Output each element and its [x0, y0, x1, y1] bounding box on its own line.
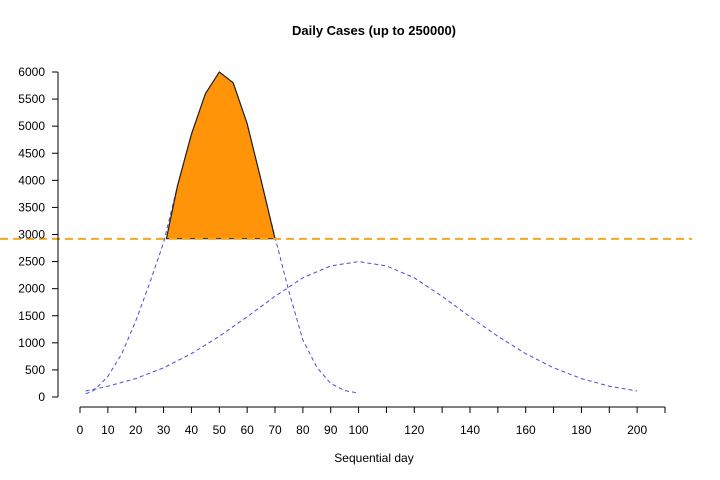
highlight-area: [165, 71, 276, 240]
y-tick-label: 1500: [18, 309, 45, 323]
series-line-1: [85, 71, 359, 395]
y-tick-label: 4000: [18, 173, 45, 187]
y-axis: 0 500 1000 1500 2000 2500 3000 3500 4000 4500 5000…: [18, 65, 59, 404]
x-tick-label: 0: [77, 423, 84, 437]
x-tick-label: 40: [185, 423, 199, 437]
chart-title: Daily Cases (up to 250000): [292, 23, 456, 38]
y-tick-label: 6000: [18, 65, 45, 79]
x-tick-label: 70: [268, 423, 282, 437]
x-tick-label: 80: [296, 423, 310, 437]
y-tick-label: 1000: [18, 336, 45, 350]
x-tick-label: 60: [240, 423, 254, 437]
y-tick-label: 3000: [18, 228, 45, 242]
x-axis: 0 10 20 30 40 50 60 70 80 90 100 120 140 160 180 200: [77, 406, 666, 437]
x-tick-label: 30: [157, 423, 171, 437]
y-tick-label: 5500: [18, 92, 45, 106]
x-tick-label: 140: [460, 423, 480, 437]
y-tick-label: 500: [25, 363, 45, 377]
y-tick-label: 5000: [18, 119, 45, 133]
highlight-outline: [165, 71, 276, 239]
x-tick-label: 200: [627, 423, 647, 437]
x-tick-label: 120: [404, 423, 424, 437]
y-tick-label: 3500: [18, 200, 45, 214]
x-tick-label: 20: [129, 423, 143, 437]
y-tick-label: 2500: [18, 255, 45, 269]
plot-area: [0, 71, 692, 395]
x-tick-label: 100: [349, 423, 369, 437]
x-tick-label: 180: [571, 423, 591, 437]
series-line-2: [85, 261, 638, 392]
x-axis-title: Sequential day: [334, 451, 413, 465]
y-tick-label: 0: [38, 390, 45, 404]
x-tick-label: 90: [324, 423, 338, 437]
y-tick-label: 2000: [18, 282, 45, 296]
x-tick-label: 160: [516, 423, 536, 437]
x-tick-label: 50: [213, 423, 227, 437]
x-tick-label: 10: [101, 423, 115, 437]
y-tick-label: 4500: [18, 146, 45, 160]
